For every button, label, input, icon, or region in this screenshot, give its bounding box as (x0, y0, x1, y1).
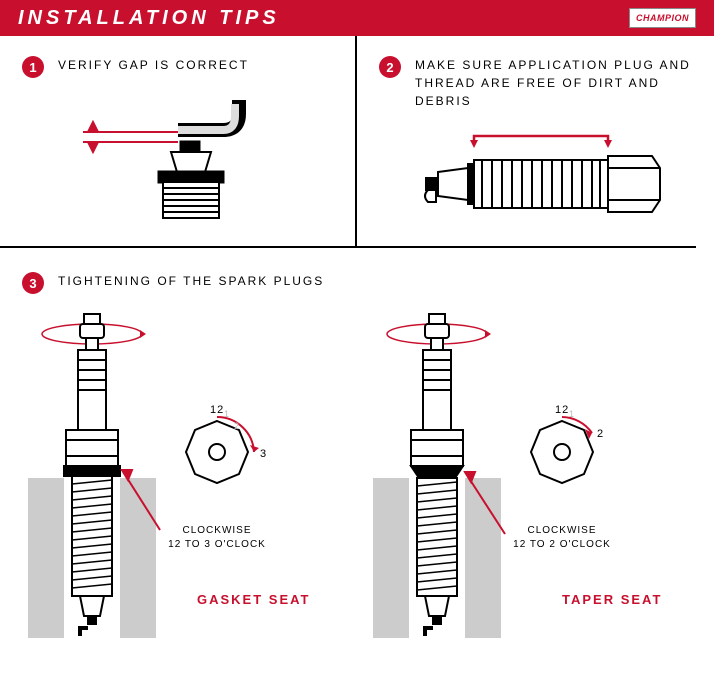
step-1-text: VERIFY GAP IS CORRECT (58, 56, 249, 74)
step-3-text: TIGHTENING OF THE SPARK PLUGS (58, 272, 324, 290)
taper-rotation: 12 1 2 CLOCKWISE 12 TO 2 O'CLOCK (507, 403, 617, 552)
gasket-block: 12 1 2 3 CLOCKWISE 12 TO 3 O'CLOCK GASKE… (22, 310, 347, 645)
gasket-seat-label: GASKET SEAT (197, 592, 311, 607)
svg-text:3: 3 (260, 448, 267, 460)
plugs-row: 12 1 2 3 CLOCKWISE 12 TO 3 O'CLOCK GASKE… (22, 310, 692, 645)
taper-seat-label: TAPER SEAT (562, 592, 662, 607)
champion-logo: CHAMPION (629, 8, 696, 28)
step-1-head: 1 VERIFY GAP IS CORRECT (22, 56, 333, 78)
panel-thread: 2 MAKE SURE APPLICATION PLUG AND THREAD … (357, 36, 714, 246)
thread-illustration (379, 126, 692, 246)
gasket-dir: CLOCKWISE (162, 524, 272, 538)
panel-gap: 1 VERIFY GAP IS CORRECT (0, 36, 357, 246)
step-3-badge: 3 (22, 272, 44, 294)
taper-block: 12 1 2 CLOCKWISE 12 TO 2 O'CLOCK TAPER S… (367, 310, 692, 645)
gasket-clock-label: CLOCKWISE 12 TO 3 O'CLOCK (162, 524, 272, 552)
step-3-head: 3 TIGHTENING OF THE SPARK PLUGS (22, 272, 692, 294)
header-bar: INSTALLATION TIPS CHAMPION (0, 0, 714, 36)
clock-12: 12 (210, 404, 224, 416)
step-2-text: MAKE SURE APPLICATION PLUG AND THREAD AR… (415, 56, 692, 110)
gasket-plug-illustration (22, 310, 162, 645)
gasket-rotation: 12 1 2 3 CLOCKWISE 12 TO 3 O'CLOCK (162, 403, 272, 552)
svg-text:2: 2 (597, 428, 604, 440)
panel-tighten: 3 TIGHTENING OF THE SPARK PLUGS (0, 248, 714, 655)
top-row: 1 VERIFY GAP IS CORRECT (0, 36, 714, 246)
svg-text:1: 1 (224, 409, 230, 419)
step-1-badge: 1 (22, 56, 44, 78)
gap-illustration (22, 94, 333, 224)
step-2-badge: 2 (379, 56, 401, 78)
svg-text:1: 1 (569, 409, 575, 419)
svg-text:2: 2 (234, 421, 240, 431)
gasket-range: 12 TO 3 O'CLOCK (162, 538, 272, 552)
taper-clock-label: CLOCKWISE 12 TO 2 O'CLOCK (507, 524, 617, 552)
svg-text:12: 12 (555, 404, 569, 416)
taper-plug-illustration (367, 310, 507, 645)
header-title: INSTALLATION TIPS (18, 7, 280, 30)
taper-range: 12 TO 2 O'CLOCK (507, 538, 617, 552)
step-2-head: 2 MAKE SURE APPLICATION PLUG AND THREAD … (379, 56, 692, 110)
taper-dir: CLOCKWISE (507, 524, 617, 538)
